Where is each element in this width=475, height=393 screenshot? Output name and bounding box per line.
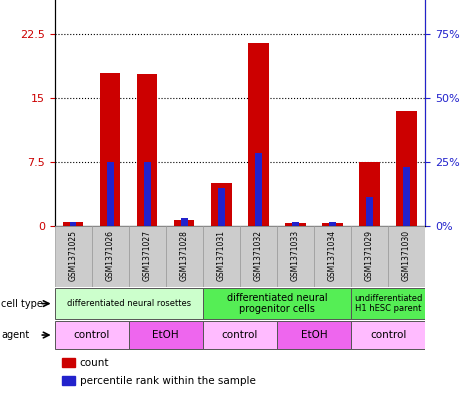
Bar [314,226,351,287]
Text: GSM1371029: GSM1371029 [365,230,374,281]
Bar [174,220,194,226]
Bar [203,321,277,349]
Text: GSM1371026: GSM1371026 [106,230,114,281]
Bar [55,321,129,349]
Bar [181,218,188,226]
Bar [248,43,268,226]
Bar [129,321,203,349]
Text: GSM1371028: GSM1371028 [180,230,189,281]
Text: control: control [370,330,406,340]
Bar [277,226,314,287]
Bar [403,167,410,226]
Bar [323,222,342,226]
Bar [351,321,425,349]
Text: GSM1371034: GSM1371034 [328,230,337,281]
Text: cell type: cell type [1,299,43,309]
Bar [63,222,83,226]
Bar [366,196,373,226]
Bar [55,288,203,319]
Bar [144,162,151,226]
Text: percentile rank within the sample: percentile rank within the sample [80,376,256,386]
Bar [388,226,425,287]
Bar [351,288,425,319]
Bar [203,288,351,319]
Bar [240,226,277,287]
Bar [55,226,92,287]
Bar [255,153,262,226]
Text: count: count [80,358,109,368]
Text: GSM1371030: GSM1371030 [402,230,411,281]
Text: GSM1371032: GSM1371032 [254,230,263,281]
Text: GSM1371025: GSM1371025 [69,230,77,281]
Text: GSM1371027: GSM1371027 [143,230,152,281]
Bar [211,184,231,226]
Bar [92,226,129,287]
Bar [70,222,76,226]
Text: control: control [222,330,258,340]
Bar [292,222,299,226]
Bar [100,73,120,226]
Bar [62,376,75,385]
Bar [107,162,114,226]
Bar [203,226,240,287]
Text: control: control [74,330,110,340]
Bar [218,187,225,226]
Text: undifferentiated
H1 hESC parent: undifferentiated H1 hESC parent [354,294,422,313]
Text: EtOH: EtOH [301,330,327,340]
Bar [277,321,351,349]
Text: GSM1371033: GSM1371033 [291,230,300,281]
Bar [351,226,388,287]
Text: EtOH: EtOH [152,330,179,340]
Bar [137,74,157,226]
Text: differentiated neural
progenitor cells: differentiated neural progenitor cells [227,293,327,314]
Bar [166,226,203,287]
Text: differentiated neural rosettes: differentiated neural rosettes [66,299,191,308]
Bar [129,226,166,287]
Text: agent: agent [1,330,29,340]
Bar [62,358,75,367]
Text: GSM1371031: GSM1371031 [217,230,226,281]
Bar [285,223,305,226]
Bar [397,111,417,226]
Bar [360,162,380,226]
Bar [329,222,336,226]
